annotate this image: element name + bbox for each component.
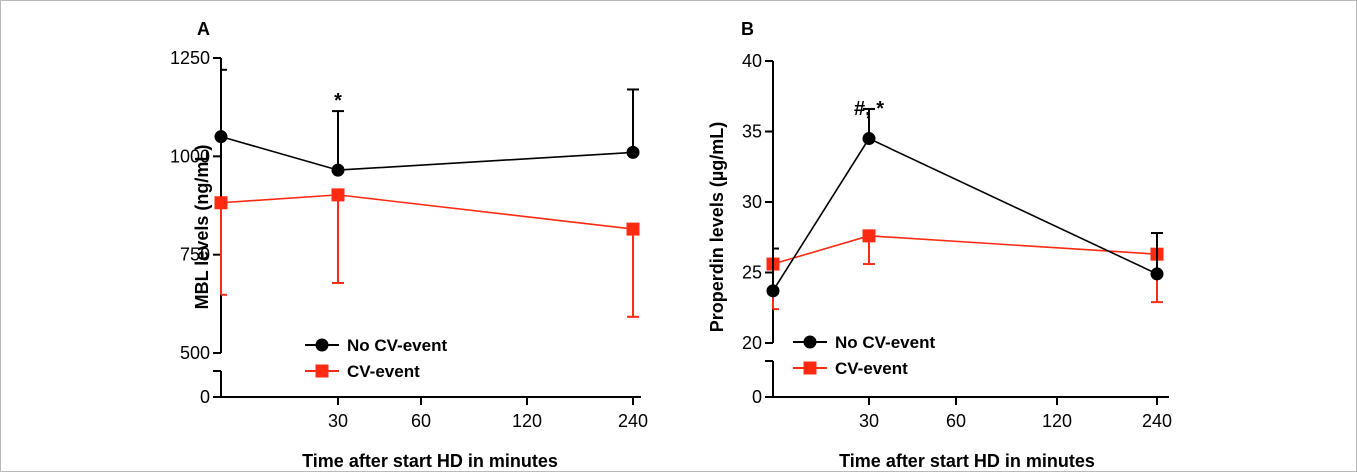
series-no-cv-event <box>766 107 1164 298</box>
legend-label: No CV-event <box>347 336 447 355</box>
data-point <box>626 145 640 159</box>
series-cv-event <box>214 188 640 318</box>
data-point <box>214 130 228 144</box>
y-tick-label: 0 <box>200 387 210 407</box>
y-tick-label: 40 <box>742 51 762 71</box>
x-tick-label: 120 <box>512 411 542 431</box>
y-axis-title: MBL levels (ng/mL) <box>192 145 212 310</box>
data-point <box>1150 267 1164 281</box>
y-tick-label: 35 <box>742 122 762 142</box>
data-point <box>766 284 780 298</box>
y-tick-label: 25 <box>742 263 762 283</box>
x-axis-title: Time after start HD in minutes <box>302 451 558 471</box>
significance-annotation: * <box>334 90 342 112</box>
y-tick-label: 20 <box>742 333 762 353</box>
significance-annotation: #, * <box>854 98 884 120</box>
legend-marker <box>803 335 817 349</box>
data-point <box>626 222 640 236</box>
x-tick-label: 120 <box>1042 411 1072 431</box>
panel-a: A 0 500 750 1000 1250 30 60 120 240 MBL levels (ng… <box>170 19 648 471</box>
legend-marker <box>315 364 329 378</box>
data-point <box>331 163 345 177</box>
y-tick-label: 1000 <box>170 146 210 166</box>
y-tick-label: 0 <box>752 387 762 407</box>
y-tick-label: 500 <box>180 343 210 363</box>
series-line <box>220 194 634 230</box>
x-tick-label: 60 <box>411 411 431 431</box>
x-tick-label: 240 <box>618 411 648 431</box>
data-point <box>862 132 876 146</box>
legend-label: No CV-event <box>835 333 935 352</box>
y-tick-label: 750 <box>180 245 210 265</box>
legend-label: CV-event <box>347 362 420 381</box>
x-tick-label: 30 <box>859 411 879 431</box>
y-tick-label: 1250 <box>170 48 210 68</box>
series-line <box>772 235 1158 265</box>
x-tick-label: 60 <box>946 411 966 431</box>
data-point <box>862 229 876 243</box>
panel-b: B 0 20 25 30 35 40 30 60 120 240 Properdin levels (… <box>707 19 1172 471</box>
legend-marker <box>803 361 817 375</box>
data-point <box>331 188 345 202</box>
series-line <box>220 135 634 171</box>
panel-label: A <box>197 19 210 39</box>
data-point <box>214 196 228 210</box>
series-line <box>772 137 1158 292</box>
y-axis-title: Properdin levels (µg/mL) <box>707 122 727 332</box>
series-no-cv-event <box>214 68 640 177</box>
series-cv-event <box>766 229 1164 311</box>
legend-label: CV-event <box>835 359 908 378</box>
y-tick-label: 30 <box>742 192 762 212</box>
legend: No CV-event CV-event <box>793 333 935 378</box>
panel-label: B <box>741 19 754 39</box>
legend: No CV-event CV-event <box>305 336 447 381</box>
x-axis-title: Time after start HD in minutes <box>839 451 1095 471</box>
legend-marker <box>315 338 329 352</box>
x-tick-label: 30 <box>328 411 348 431</box>
x-tick-label: 240 <box>1142 411 1172 431</box>
